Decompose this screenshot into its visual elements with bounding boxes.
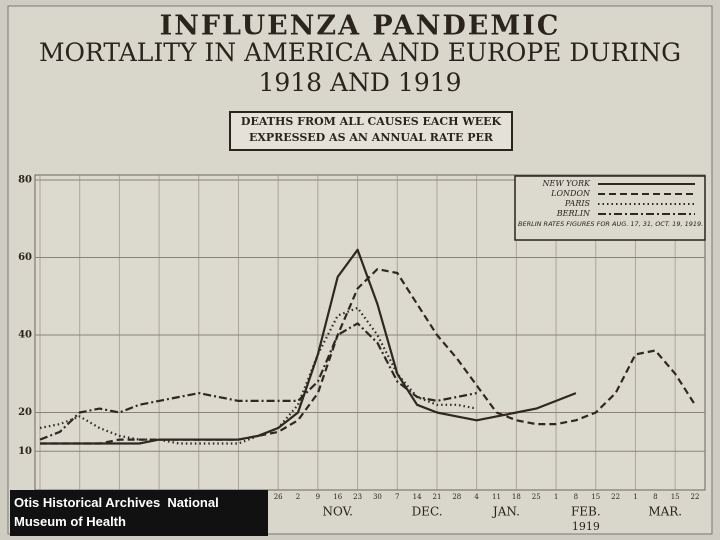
month-label: JAN. bbox=[491, 505, 520, 519]
x-tick-label: 22 bbox=[691, 493, 700, 501]
y-tick-label: 20 bbox=[18, 407, 32, 418]
month-label: MAR. bbox=[648, 505, 682, 519]
x-tick-label: 23 bbox=[353, 493, 362, 501]
chart-subtitle: MORTALITY IN AMERICA AND EUROPE DURING 1… bbox=[38, 38, 682, 97]
x-tick-label: 1 bbox=[554, 493, 558, 501]
x-tick-label: 8 bbox=[653, 493, 657, 501]
y-tick-label: 40 bbox=[18, 330, 32, 341]
subtitle-box: MORTALITY IN AMERICA AND EUROPE DURING 1… bbox=[38, 38, 682, 97]
legend-label: NEW YORK bbox=[542, 179, 591, 188]
series-line bbox=[40, 268, 696, 445]
month-label: FEB. bbox=[571, 505, 601, 519]
annotation-wrap: DEATHS FROM ALL CAUSES EACH WEEK EXPRESS… bbox=[240, 115, 502, 148]
x-tick-label: 30 bbox=[373, 493, 382, 501]
x-tick-label: 7 bbox=[395, 493, 399, 501]
annotation: DEATHS FROM ALL CAUSES EACH WEEK EXPRESS… bbox=[240, 115, 502, 148]
source-box bbox=[10, 490, 268, 536]
x-tick-label: 22 bbox=[611, 493, 620, 501]
x-tick-label: 18 bbox=[512, 493, 521, 501]
legend bbox=[514, 175, 706, 241]
legend-note-wrap: BERLIN RATES FIGURES FOR AUG. 17, 31, OC… bbox=[518, 220, 704, 228]
y-tick-label: 60 bbox=[18, 252, 32, 263]
y-tick-label: 10 bbox=[18, 446, 32, 457]
x-tick-label: 9 bbox=[316, 493, 320, 501]
x-tick-label: 25 bbox=[532, 493, 541, 501]
annotation-box bbox=[229, 111, 513, 151]
month-label: DEC. bbox=[412, 505, 443, 519]
x-tick-label: 11 bbox=[492, 493, 501, 501]
year-label: 1919 bbox=[572, 520, 600, 533]
x-tick-label: 28 bbox=[452, 493, 461, 501]
source-wrap: Otis Historical Archives National Museum… bbox=[14, 495, 223, 529]
y-tick-label: 80 bbox=[18, 175, 32, 186]
x-tick-label: 14 bbox=[413, 493, 422, 501]
x-tick-label: 8 bbox=[574, 493, 578, 501]
x-tick-label: 15 bbox=[671, 493, 680, 501]
legend-label: LONDON bbox=[550, 189, 591, 198]
x-tick-label: 4 bbox=[474, 493, 479, 501]
x-tick-label: 16 bbox=[333, 493, 342, 501]
legend-label: BERLIN bbox=[556, 209, 591, 218]
source: Otis Historical Archives National Museum… bbox=[14, 495, 223, 529]
legend-label: PARIS bbox=[564, 199, 591, 208]
legend-note: BERLIN RATES FIGURES FOR AUG. 17, 31, OC… bbox=[518, 220, 704, 228]
x-tick-label: 26 bbox=[274, 493, 283, 501]
chart-title: INFLUENZA PANDEMIC bbox=[160, 11, 561, 42]
series-line bbox=[39, 322, 477, 441]
x-tick-label: 1 bbox=[633, 493, 637, 501]
month-label: NOV. bbox=[322, 505, 353, 519]
x-tick-label: 15 bbox=[591, 493, 600, 501]
series-line bbox=[40, 248, 577, 445]
x-tick-label: 2 bbox=[296, 493, 300, 501]
x-tick-label: 21 bbox=[433, 493, 442, 501]
